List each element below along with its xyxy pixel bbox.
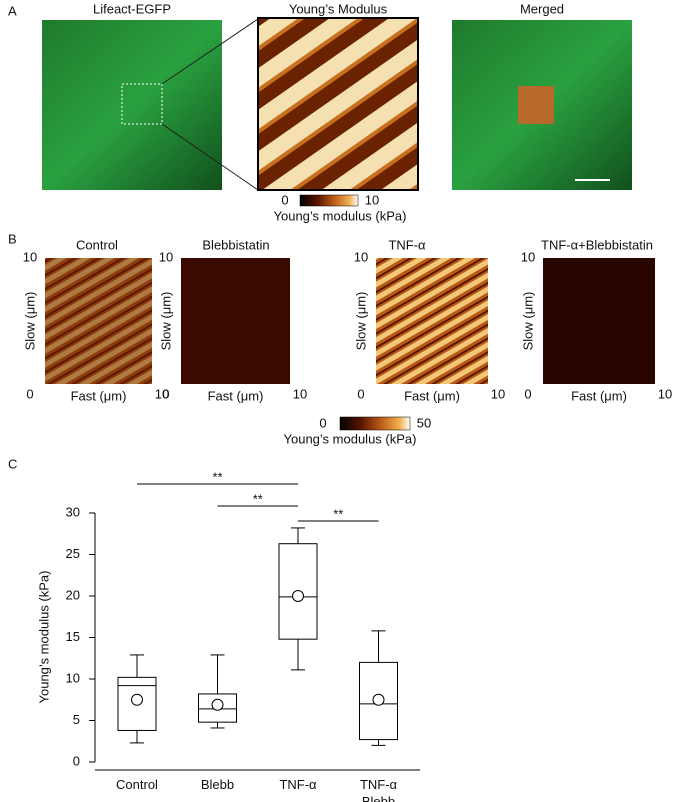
x-axis-label: Fast (μm)	[571, 388, 627, 403]
zoom-box	[121, 83, 163, 125]
axis-max: 10	[491, 386, 505, 401]
map-title: TNF-α+Blebbistatin	[541, 237, 653, 252]
afm-map	[376, 258, 488, 384]
map-title: TNF-α	[388, 237, 426, 252]
y-tick-label: 30	[66, 504, 80, 519]
axis-max: 10	[293, 386, 307, 401]
y-tick-label: 0	[73, 753, 80, 768]
mean	[211, 698, 224, 711]
image-title: Merged	[520, 1, 564, 16]
mean	[131, 693, 143, 706]
y-tick-label: 25	[66, 546, 80, 561]
significance-label: **	[253, 491, 263, 506]
map-title: Blebbistatin	[202, 237, 269, 252]
y-tick-label: 10	[66, 670, 80, 685]
colorbar	[339, 416, 411, 431]
colorbar-label: Young’s modulus (kPa)	[274, 208, 407, 223]
axis-max: 10	[354, 249, 368, 264]
axis-max: 10	[159, 249, 173, 264]
axis-max: 10	[521, 249, 535, 264]
mean	[372, 693, 385, 706]
axis-max: 10	[155, 386, 169, 401]
panel-label: C	[8, 456, 17, 471]
mean	[292, 590, 304, 602]
map-title: Control	[76, 237, 118, 252]
plot-area: 0 5 10 15 20 25 30 ** ** **	[66, 469, 398, 768]
image-title: Lifeact-EGFP	[93, 1, 171, 16]
y-axis-label: Slow (μm)	[520, 292, 535, 351]
afm-map	[257, 17, 419, 191]
afm-map	[181, 258, 290, 384]
y-tick-label: 20	[66, 587, 80, 602]
y-axis-label: Young’s modulus (kPa)	[36, 571, 51, 704]
zoom-line	[161, 123, 259, 191]
y-axis-label: Slow (μm)	[22, 292, 37, 351]
y-axis-label: Slow (μm)	[158, 292, 173, 351]
significance-label: **	[333, 506, 343, 521]
axis-min: 0	[524, 386, 531, 401]
y-tick-label: 5	[73, 712, 80, 727]
axis-max: 10	[658, 386, 672, 401]
zoom-line	[161, 18, 259, 85]
colorbar	[299, 194, 359, 207]
colorbar-tick: 0	[281, 192, 288, 207]
axis-min: 0	[26, 386, 33, 401]
image-title: Young’s Modulus	[289, 1, 388, 16]
colorbar-tick: 10	[365, 192, 379, 207]
axis-max: 10	[23, 249, 37, 264]
x-tick-label: TNF-α	[279, 777, 317, 792]
panel-label: A	[8, 3, 17, 18]
fluorescence-image	[42, 20, 222, 190]
axis-min: 0	[162, 386, 169, 401]
x-axis-label: Fast (μm)	[404, 388, 460, 403]
y-tick-label: 15	[66, 629, 80, 644]
afm-map	[45, 258, 152, 384]
overlay	[518, 86, 554, 124]
axis-min: 0	[357, 386, 364, 401]
afm-map-shade	[45, 258, 152, 384]
x-tick-label: TNF-α Blebb	[359, 777, 398, 802]
afm-map	[543, 258, 655, 384]
y-axis-label: Slow (μm)	[353, 292, 368, 351]
panel-label: B	[8, 231, 17, 246]
x-axis-label: Fast (μm)	[208, 388, 264, 403]
x-axis-label: Fast (μm)	[71, 388, 127, 403]
colorbar-tick: 0	[319, 415, 326, 430]
colorbar-label: Young’s modulus (kPa)	[284, 431, 417, 446]
x-tick-label: Control	[116, 777, 158, 792]
colorbar-tick: 50	[417, 415, 431, 430]
significance-label: **	[212, 469, 222, 484]
x-tick-label: Blebb	[200, 777, 235, 792]
